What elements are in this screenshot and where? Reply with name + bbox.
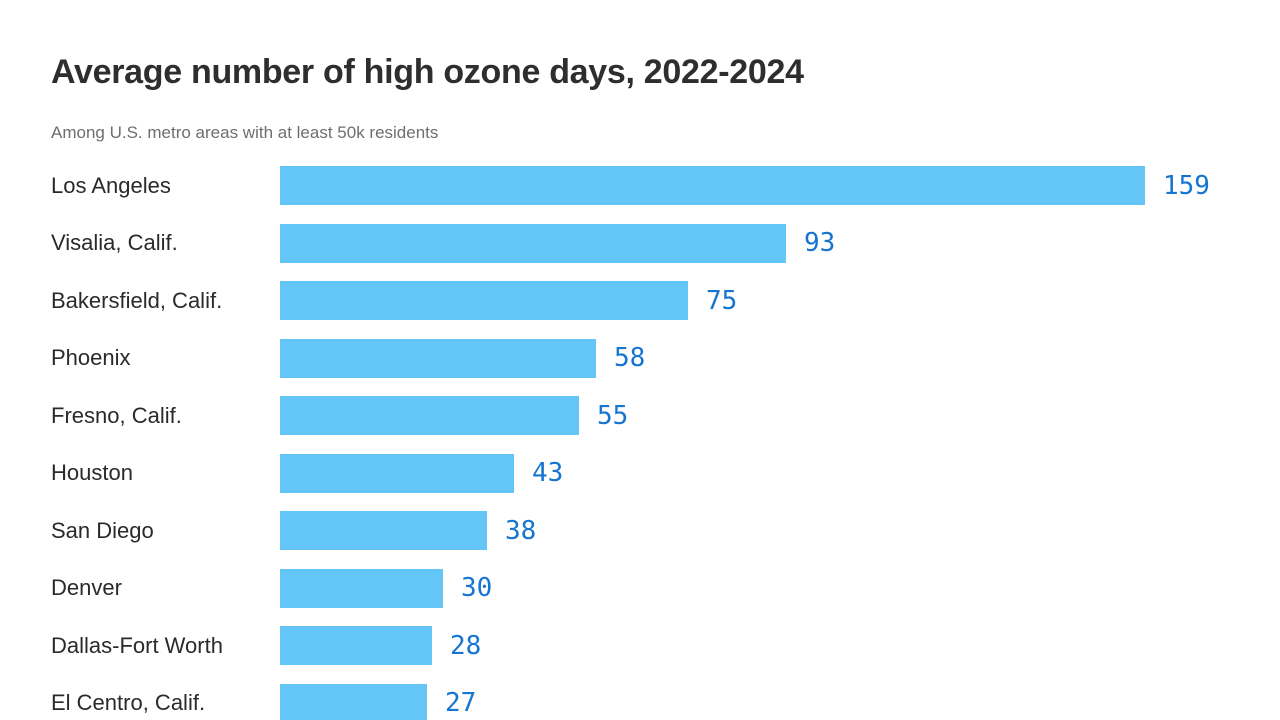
category-label: Houston [51, 460, 133, 485]
chart-row: Houston 43 [0, 453, 1280, 512]
chart-row: Phoenix 58 [0, 338, 1280, 397]
category-label: Phoenix [51, 345, 131, 370]
value-label: 93 [804, 228, 836, 258]
chart-row: Fresno, Calif. 55 [0, 396, 1280, 454]
bar [280, 396, 579, 435]
category-label: Fresno, Calif. [51, 402, 182, 428]
category-label: El Centro, Calif. [51, 690, 206, 715]
value-label: 58 [614, 343, 646, 373]
bar [280, 223, 786, 263]
chart-subtitle: Among U.S. metro areas with at least 50k… [51, 123, 439, 142]
chart-row: El Centro, Calif. 27 [0, 683, 1280, 720]
bar [280, 338, 596, 378]
category-label: Los Angeles [51, 172, 171, 198]
chart-row: Los Angeles 159 [0, 166, 1280, 224]
value-label: 55 [597, 400, 629, 431]
value-label: 30 [461, 573, 493, 603]
value-label: 27 [445, 688, 477, 718]
bar [280, 453, 514, 493]
bar [280, 683, 427, 720]
category-label: Denver [51, 575, 122, 600]
value-label: 38 [505, 515, 537, 546]
value-label: 43 [532, 458, 564, 488]
value-label: 28 [450, 630, 482, 661]
chart-row: San Diego 38 [0, 511, 1280, 569]
chart-row: Visalia, Calif. 93 [0, 223, 1280, 282]
chart-row: Bakersfield, Calif. 75 [0, 281, 1280, 339]
chart-title: Average number of high ozone days, 2022-… [51, 53, 804, 91]
category-label: San Diego [51, 517, 154, 543]
chart-row: Dallas-Fort Worth 28 [0, 626, 1280, 684]
bar [280, 166, 1145, 205]
bar [280, 281, 688, 320]
bar [280, 568, 443, 608]
value-label: 75 [706, 285, 738, 316]
category-label: Visalia, Calif. [51, 230, 178, 255]
value-label: 159 [1163, 170, 1210, 201]
category-label: Dallas-Fort Worth [51, 632, 223, 658]
chart-row: Denver 30 [0, 568, 1280, 627]
bar [280, 626, 432, 665]
bar-chart: Los Angeles 159 Visalia, Calif. 93 Bakersfie… [0, 166, 1280, 720]
category-label: Bakersfield, Calif. [51, 287, 223, 313]
bar [280, 511, 487, 550]
